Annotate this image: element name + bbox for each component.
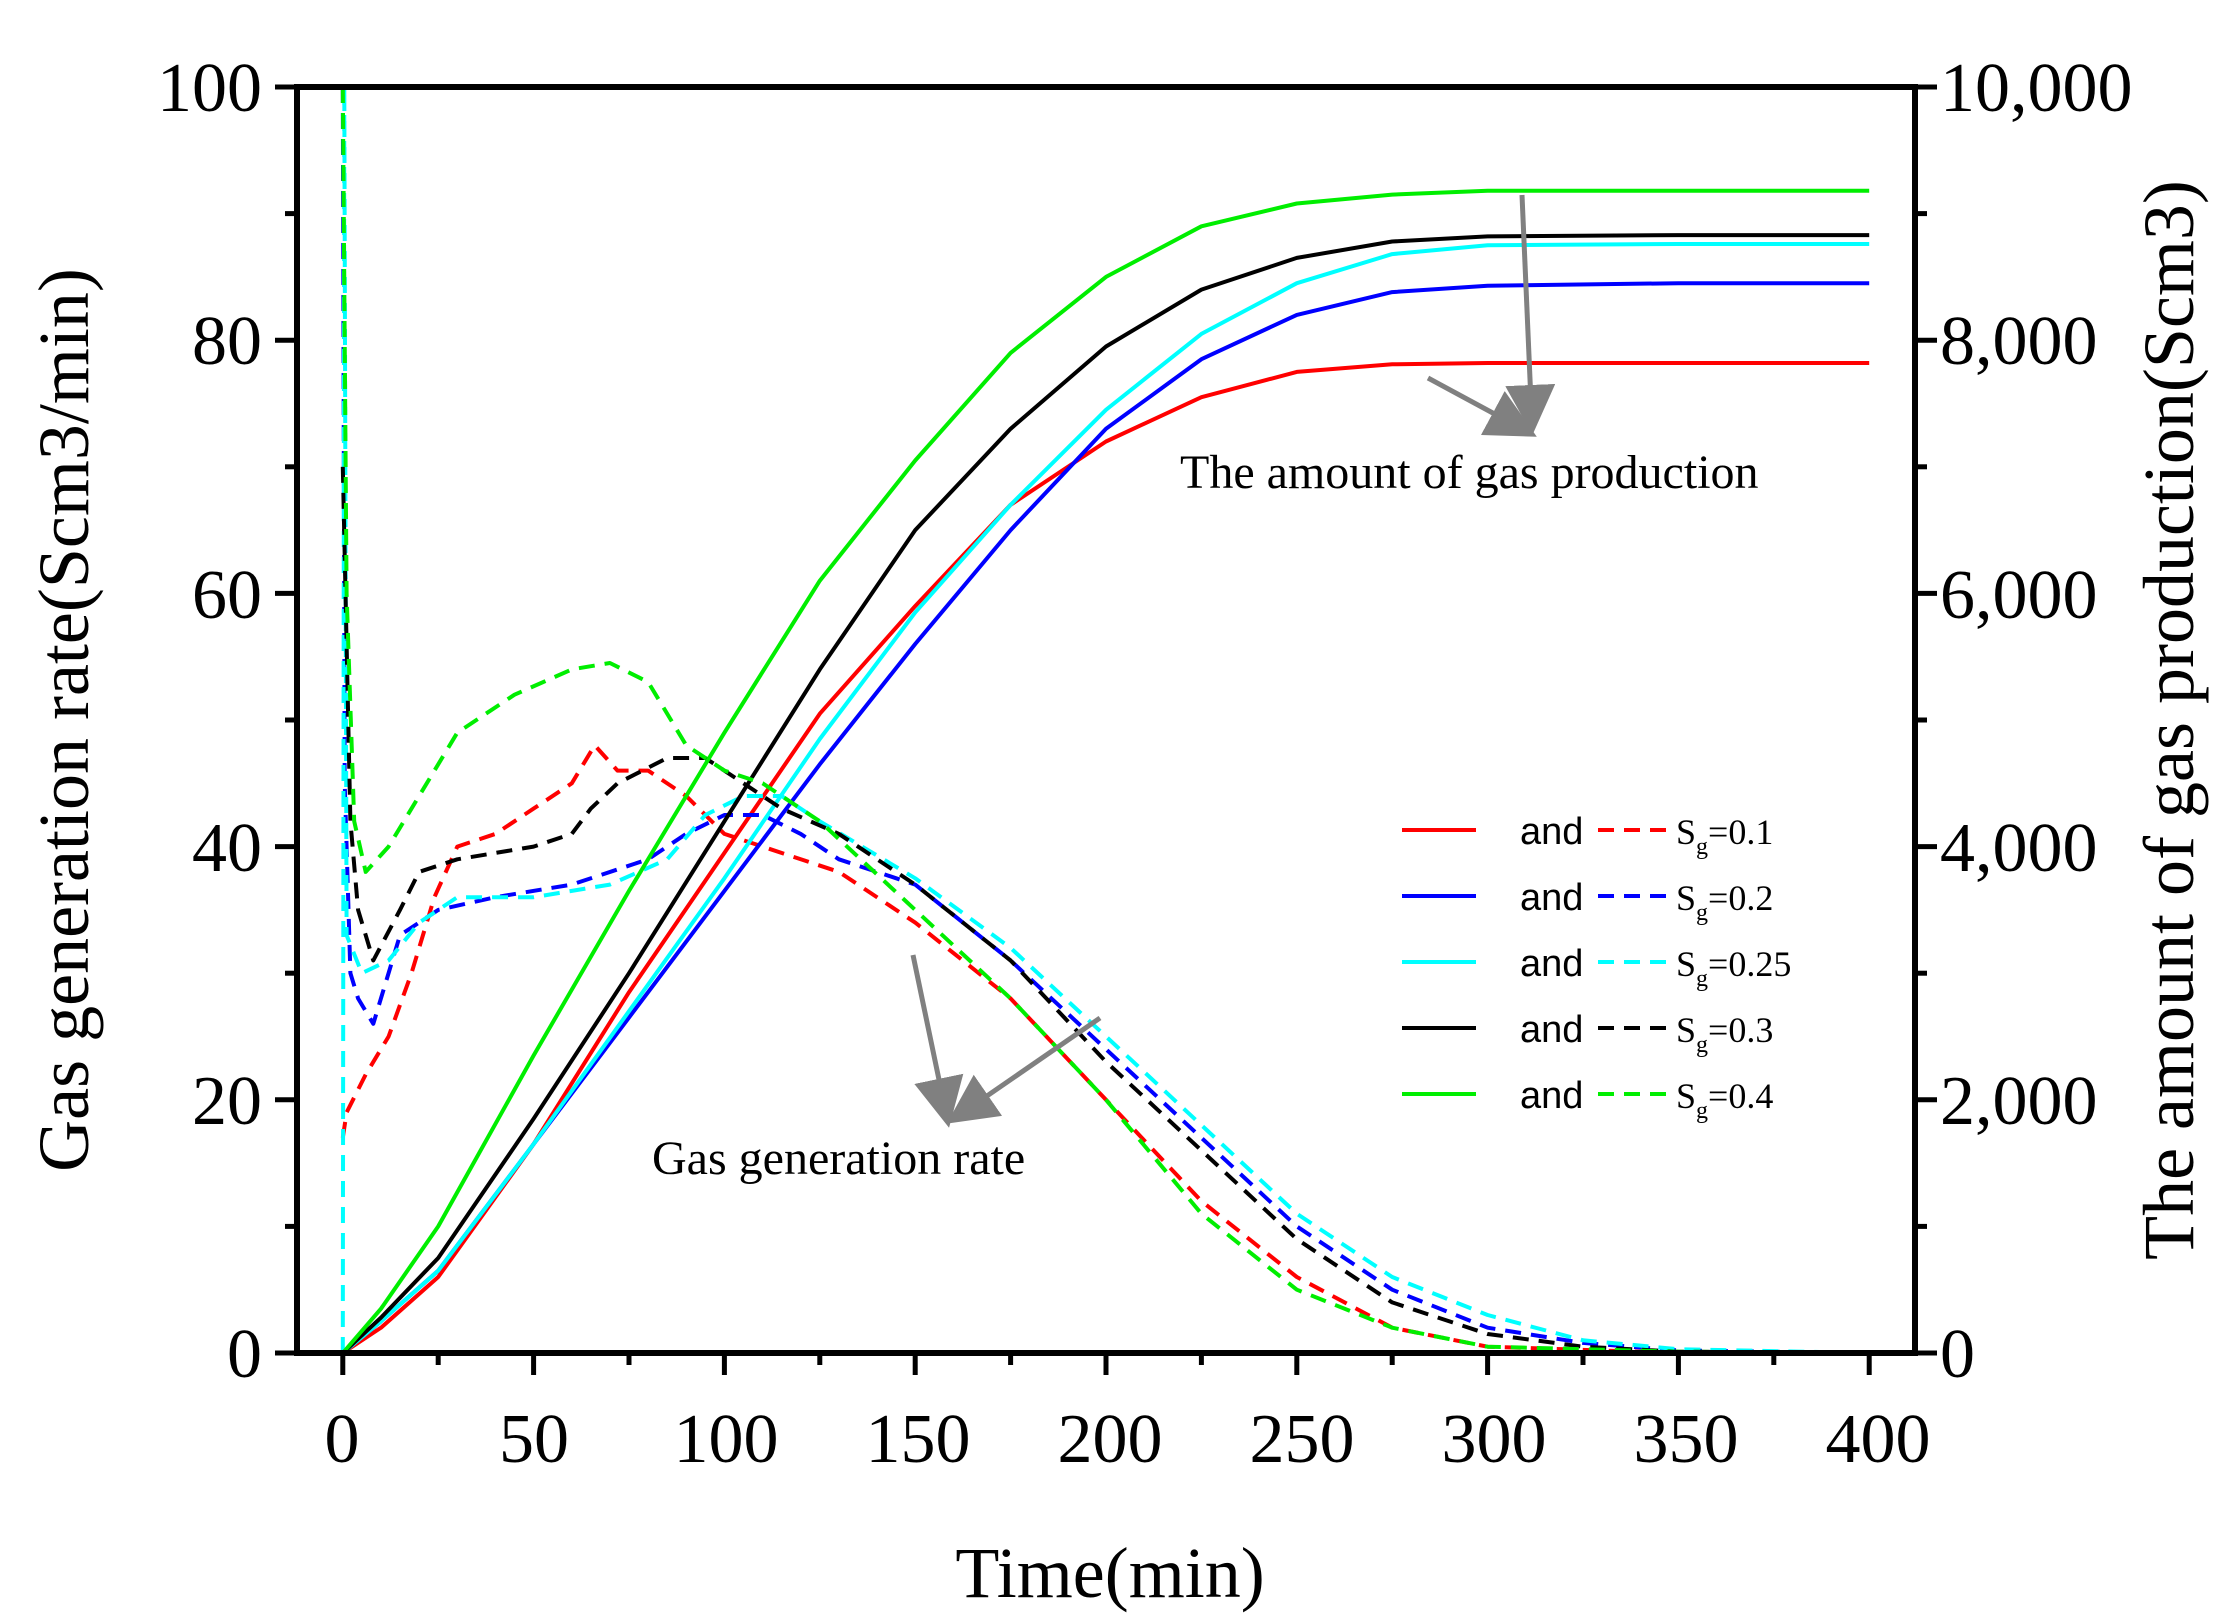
legend-sg-label: Sg=0.2 (1676, 878, 1773, 926)
legend-entry: and Sg=0.25 (1402, 943, 1791, 992)
y-right-tick-label: 8,000 (1940, 303, 2098, 380)
x-tick-label: 250 (1250, 1401, 1355, 1478)
legend-word: and (1520, 877, 1583, 919)
y-right-tick-label: 4,000 (1940, 810, 2098, 887)
tick-layer (275, 84, 1937, 1375)
production-line-0.3 (341, 233, 1870, 1355)
legend-sg-label: Sg=0.3 (1676, 1010, 1773, 1058)
x-tick-label: 0 (325, 1401, 360, 1478)
legend-entry: and Sg=0.4 (1402, 1075, 1773, 1124)
x-tick-label: 350 (1634, 1401, 1739, 1478)
series-layer (340, 85, 1870, 1355)
legend-word: and (1520, 1009, 1583, 1051)
production-line-0.25 (341, 242, 1870, 1355)
production-line-0.1 (341, 361, 1870, 1355)
x-tick-label: 400 (1826, 1401, 1931, 1478)
legend-sg-label: Sg=0.25 (1676, 944, 1791, 992)
plot-frame (294, 84, 1918, 1356)
y-right-tick-label: 6,000 (1940, 557, 2098, 634)
legend-entry: and Sg=0.1 (1402, 811, 1773, 860)
y-left-axis-title: Gas generation rate(Scm3/min) (24, 268, 104, 1172)
y-left-tick-label: 0 (227, 1316, 262, 1393)
rate-arrow-2 (946, 1015, 1102, 1124)
x-tick-label: 50 (499, 1401, 569, 1478)
x-tick-label: 150 (866, 1401, 971, 1478)
legend-word: and (1520, 811, 1583, 853)
y-right-tick-label: 2,000 (1940, 1063, 2098, 1140)
production-arrow-2 (1426, 375, 1537, 437)
y-left-tick-labels: 0 20 40 60 80 100 (157, 50, 262, 1393)
production-arrow-1 (1505, 194, 1556, 435)
y-right-axis-title: The amount of gas production(Scm3) (2129, 180, 2209, 1260)
legend-sg-label: Sg=0.4 (1676, 1076, 1773, 1124)
x-tick-label: 200 (1058, 1401, 1163, 1478)
y-left-tick-label: 60 (192, 557, 262, 634)
y-left-tick-label: 20 (192, 1063, 262, 1140)
x-tick-label: 300 (1442, 1401, 1547, 1478)
x-tick-labels: 0 50 100 150 200 250 300 350 400 (325, 1401, 1931, 1478)
rate-line-0.4 (340, 86, 1870, 1355)
rate-annotation: Gas generation rate (652, 1132, 1025, 1185)
x-tick-label: 100 (674, 1401, 779, 1478)
legend-entry: and Sg=0.2 (1402, 877, 1773, 926)
legend-sg-label: Sg=0.1 (1676, 812, 1773, 860)
production-annotation: The amount of gas production (1180, 446, 1759, 499)
legend-word: and (1520, 943, 1583, 985)
rate-line-0.2 (340, 86, 1870, 1355)
y-left-tick-label: 40 (192, 810, 262, 887)
legend-word: and (1520, 1075, 1583, 1117)
rate-line-0.25 (340, 85, 1870, 1355)
rate-arrow-1 (910, 954, 964, 1128)
y-right-tick-labels: 0 2,000 4,000 6,000 8,000 10,000 (1940, 50, 2133, 1393)
y-left-tick-label: 100 (157, 50, 262, 127)
production-line-0.4 (341, 188, 1870, 1355)
rate-line-0.3 (340, 466, 1870, 1355)
legend-entry: and Sg=0.3 (1402, 1009, 1773, 1058)
legend: and Sg=0.1 and Sg=0.2 and Sg=0.25 and Sg… (1402, 811, 1791, 1124)
x-axis-title: Time(min) (955, 1533, 1264, 1613)
y-left-tick-label: 80 (192, 303, 262, 380)
rate-line-0.1 (340, 743, 1870, 1355)
y-right-tick-label: 0 (1940, 1316, 1975, 1393)
y-right-tick-label: 10,000 (1940, 50, 2133, 127)
